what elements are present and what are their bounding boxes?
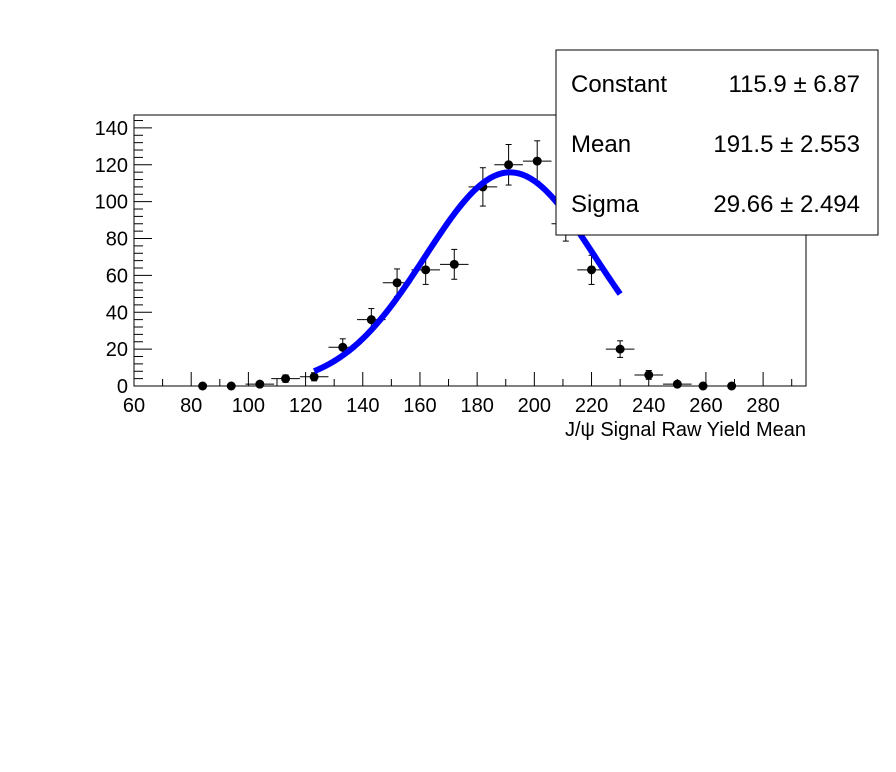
data-point — [245, 379, 275, 389]
x-tick-label: 120 — [289, 395, 322, 417]
data-point — [717, 381, 746, 391]
y-tick-label: 60 — [106, 265, 128, 287]
marker — [615, 344, 625, 354]
x-tick-label: 260 — [689, 395, 722, 417]
x-axis-title: J/ψ Signal Raw Yield Mean — [565, 419, 806, 441]
x-tick-label: 80 — [180, 395, 202, 417]
x-tick-label: 180 — [460, 395, 493, 417]
marker — [727, 381, 737, 391]
x-tick-label: 280 — [746, 395, 779, 417]
marker — [338, 342, 348, 352]
data-point — [299, 372, 329, 382]
data-point — [357, 308, 386, 332]
x-tick-label: 60 — [123, 395, 145, 417]
plot-frame — [133, 114, 807, 387]
y-tick-label: 80 — [106, 229, 128, 251]
data-points — [188, 140, 746, 391]
x-axis: 60 80 100 120 140 160 180 200 220 240 260 280 — [123, 372, 793, 417]
marker — [587, 265, 597, 275]
marker — [281, 374, 291, 384]
data-point — [271, 374, 300, 384]
y-axis: 0 20 40 60 80 100 120 140 — [95, 118, 152, 398]
y-tick-label: 20 — [106, 339, 128, 361]
stats-label-constant: Constant — [571, 71, 667, 98]
marker — [255, 379, 265, 389]
marker — [366, 315, 376, 325]
marker — [392, 278, 402, 288]
data-point — [634, 370, 664, 380]
marker — [644, 370, 654, 380]
data-point — [439, 248, 469, 280]
stats-value-sigma: 29.66 ± 2.494 — [713, 191, 860, 218]
stats-label-mean: Mean — [571, 131, 631, 158]
data-point — [468, 167, 498, 207]
marker — [449, 259, 459, 269]
data-point — [577, 254, 606, 285]
marker — [198, 381, 208, 391]
marker — [504, 160, 514, 170]
x-tick-label: 200 — [518, 395, 551, 417]
marker — [672, 379, 682, 389]
marker — [532, 156, 542, 166]
y-tick-label: 100 — [95, 192, 128, 214]
stats-value-constant: 115.9 ± 6.87 — [729, 71, 861, 98]
data-point — [494, 143, 523, 186]
x-tick-label: 160 — [403, 395, 436, 417]
data-point — [663, 379, 692, 389]
data-point — [688, 381, 718, 391]
x-tick-label: 240 — [632, 395, 665, 417]
y-tick-label: 0 — [117, 376, 128, 398]
marker — [421, 265, 431, 275]
x-tick-label: 140 — [346, 395, 379, 417]
data-point — [216, 381, 246, 391]
x-tick-label: 220 — [575, 395, 608, 417]
stats-value-mean: 191.5 ± 2.553 — [713, 131, 860, 158]
marker — [698, 381, 708, 391]
y-tick-label: 40 — [106, 302, 128, 324]
stats-box: Constant 115.9 ± 6.87 Mean 191.5 ± 2.553… — [555, 49, 879, 236]
stats-label-sigma: Sigma — [571, 191, 640, 218]
data-point — [188, 381, 217, 391]
data-point — [605, 340, 635, 358]
y-tick-label: 120 — [95, 155, 128, 177]
y-tick-label: 140 — [95, 118, 128, 140]
x-tick-label: 100 — [232, 395, 265, 417]
stats-box-frame — [555, 49, 879, 236]
marker — [226, 381, 236, 391]
marker — [309, 372, 319, 382]
